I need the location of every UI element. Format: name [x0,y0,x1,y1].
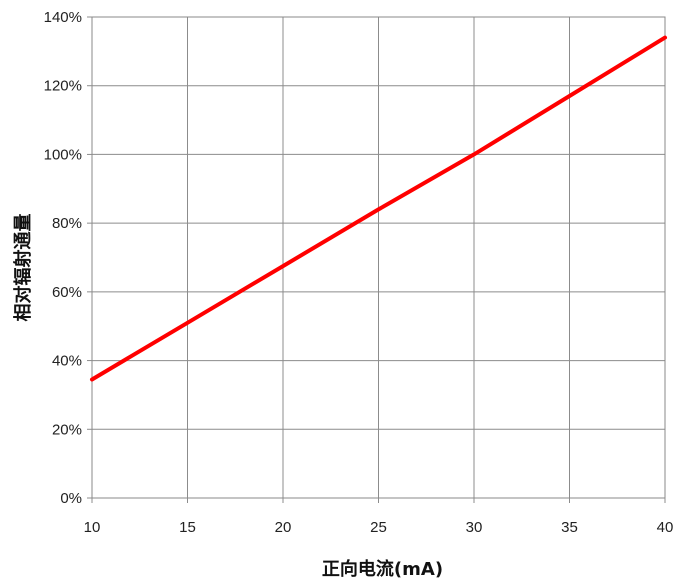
x-axis-title: 正向电流(mA) [322,558,443,580]
series-layer [90,35,667,382]
x-tick-label: 40 [657,519,674,536]
x-axis-ticks: 10 15 20 25 30 35 40 [84,498,674,536]
y-tick-label: 40% [52,353,82,370]
x-tick-label: 10 [84,519,101,536]
x-tick-label: 20 [275,519,292,536]
y-axis-ticks: 0% 20% 40% 60% 80% 100% 120% 140% [44,9,92,507]
y-tick-label: 20% [52,421,82,438]
y-tick-label: 0% [60,490,82,507]
y-tick-label: 80% [52,215,82,232]
y-tick-label: 60% [52,284,82,301]
y-tick-label: 140% [44,9,82,26]
x-tick-label: 25 [370,519,387,536]
grid-lines [91,16,666,499]
x-tick-label: 15 [179,519,196,536]
series-line [90,35,667,382]
y-tick-label: 120% [44,78,82,95]
x-tick-label: 30 [466,519,483,536]
x-tick-label: 35 [561,519,578,536]
y-axis-title: 相对辐射通量 [12,214,34,322]
y-tick-label: 100% [44,146,82,163]
